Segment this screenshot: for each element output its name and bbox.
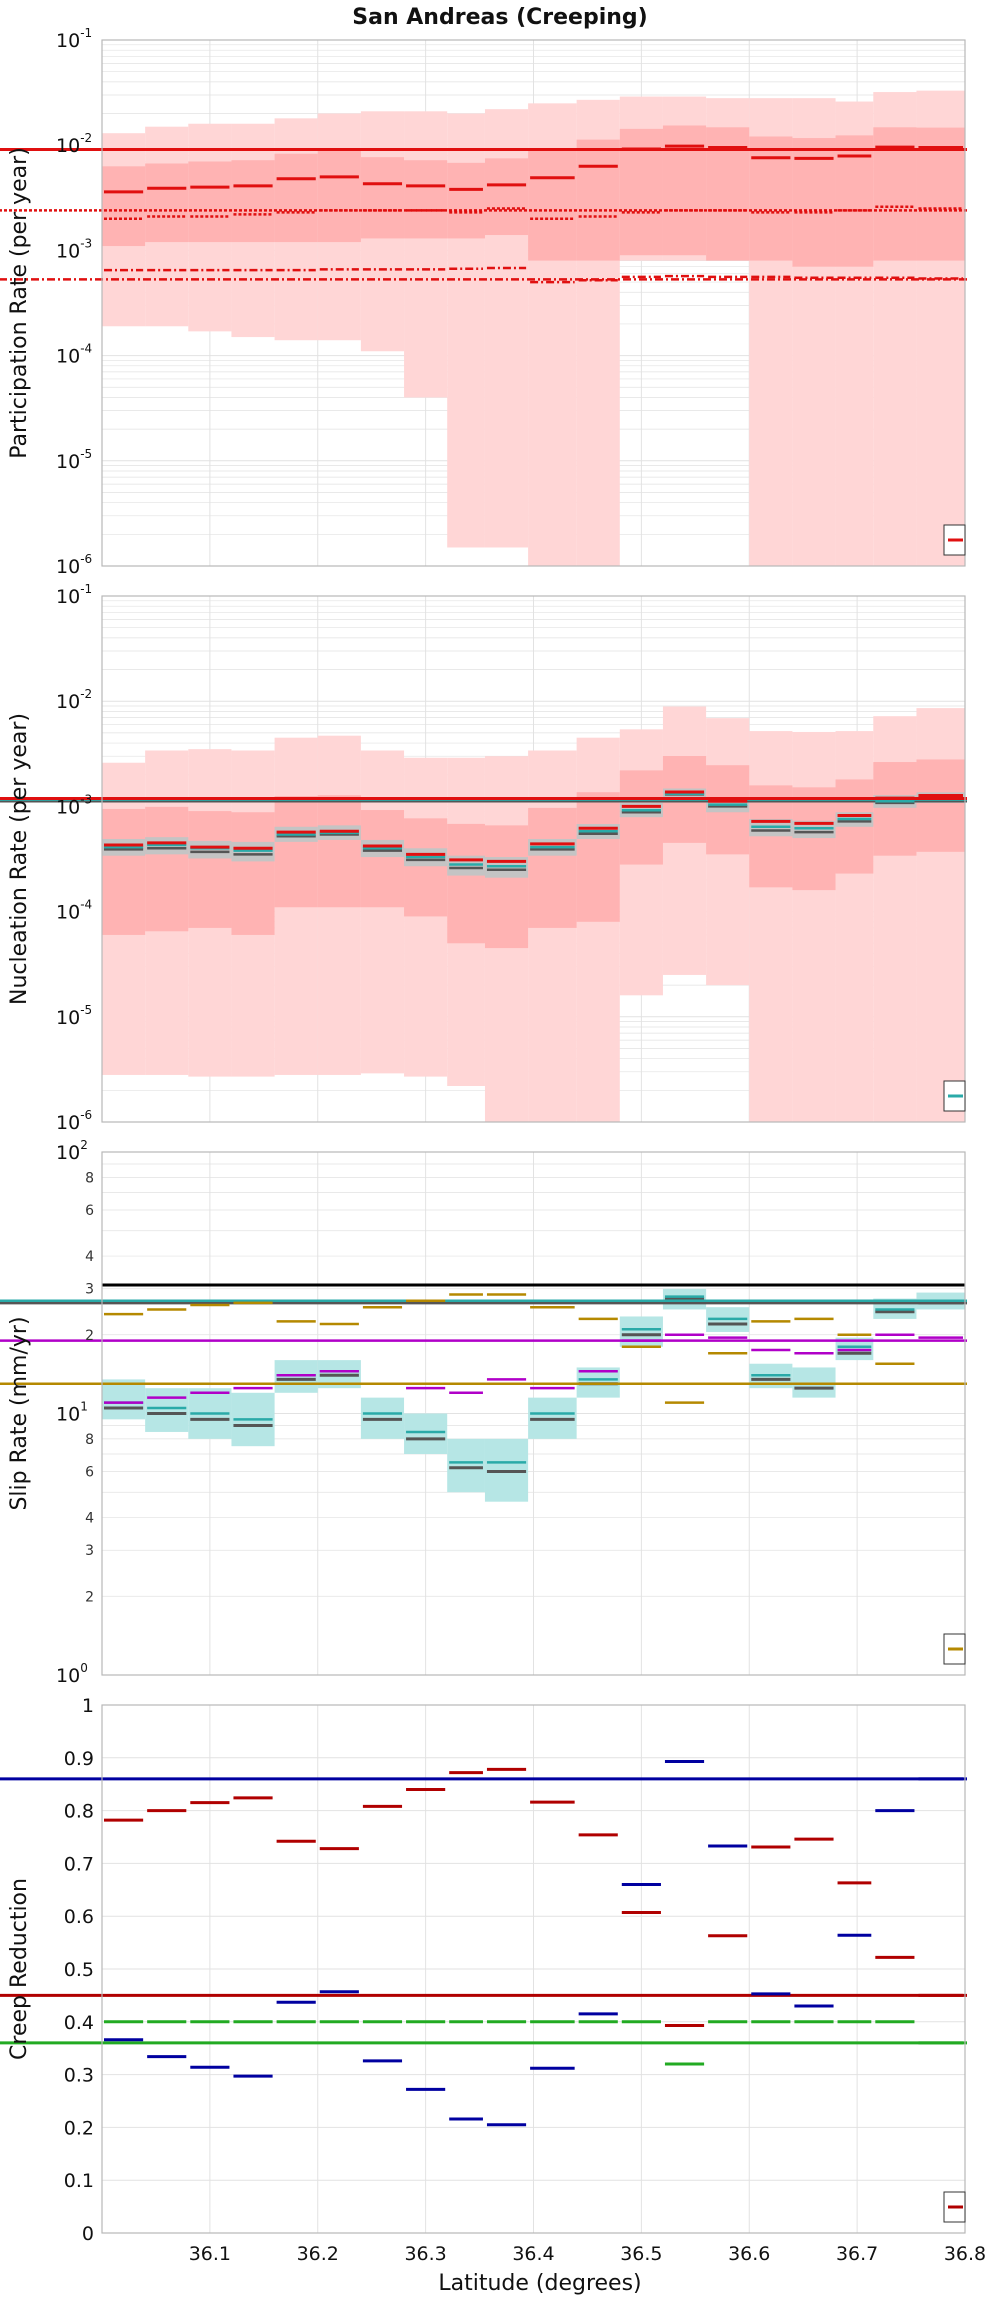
min-max-band bbox=[528, 750, 577, 1122]
panel-3: 100 101 102 2 3 4 6 8 2 3 4 6 8 Slip Rate (mm/yr) bbox=[0, 1138, 967, 1687]
axes-frame bbox=[101, 1704, 966, 2234]
y-tick-label: 0 bbox=[82, 2223, 94, 2245]
y-tick-label: 10-2 bbox=[56, 131, 92, 157]
teal-spread-band bbox=[619, 1316, 663, 1347]
y-minor-tick-label: 6 bbox=[85, 1203, 94, 1219]
confidence-band bbox=[317, 795, 361, 908]
confidence-band bbox=[576, 792, 620, 922]
confidence-band bbox=[404, 818, 448, 917]
confidence-band bbox=[447, 823, 485, 944]
teal-spread-band bbox=[404, 1413, 448, 1455]
y-tick-label: 101 bbox=[56, 1400, 88, 1426]
axes-frame bbox=[101, 1151, 966, 1676]
y-minor-tick-label: 2 bbox=[85, 1589, 94, 1605]
confidence-band bbox=[274, 153, 318, 243]
y-tick-label: 0.9 bbox=[64, 1748, 94, 1770]
x-tick-label: 36.2 bbox=[297, 2243, 339, 2265]
y-tick-label: 0.3 bbox=[64, 2065, 94, 2087]
y-tick-label: 100 bbox=[56, 1661, 88, 1687]
min-max-band bbox=[404, 111, 448, 398]
y-tick-label: 10-4 bbox=[56, 898, 92, 924]
confidence-band bbox=[749, 136, 793, 261]
axes-frame bbox=[101, 595, 966, 1123]
y-tick-label: 10-4 bbox=[56, 342, 92, 368]
y-tick-label: 0.2 bbox=[64, 2117, 94, 2139]
confidence-band bbox=[576, 139, 620, 261]
confidence-band bbox=[873, 762, 917, 856]
y-minor-tick-label: 8 bbox=[85, 1170, 94, 1186]
gray-spread-band bbox=[188, 840, 232, 859]
teal-spread-band bbox=[102, 1379, 146, 1420]
y-tick-label: 10-2 bbox=[56, 687, 92, 713]
confidence-band bbox=[231, 812, 275, 935]
x-tick-label: 36.8 bbox=[944, 2243, 986, 2265]
x-tick-label: 36.5 bbox=[620, 2243, 662, 2265]
y-minor-tick-label: 8 bbox=[85, 1432, 94, 1448]
confidence-band bbox=[102, 166, 146, 247]
confidence-band bbox=[916, 759, 965, 852]
y-tick-label: 10-1 bbox=[56, 582, 92, 608]
confidence-band bbox=[102, 808, 146, 935]
confidence-band bbox=[484, 825, 529, 949]
y-tick-label: 1 bbox=[82, 1695, 94, 1717]
x-tick-label: 36.1 bbox=[189, 2243, 231, 2265]
confidence-band bbox=[145, 163, 189, 243]
teal-spread-band bbox=[145, 1388, 189, 1432]
y-axis-label: Nucleation Rate (per year) bbox=[7, 713, 32, 1005]
y-tick-label: 0.1 bbox=[64, 2170, 94, 2192]
y-tick-label: 10-6 bbox=[56, 552, 92, 578]
confidence-band bbox=[188, 161, 232, 243]
confidence-band bbox=[360, 810, 405, 908]
x-tick-label: 36.3 bbox=[404, 2243, 446, 2265]
y-minor-tick-label: 4 bbox=[85, 1249, 94, 1265]
figure-title: San Andreas (Creeping) bbox=[352, 5, 647, 30]
panel-2: 10-6 10-5 10-4 10-3 10-2 10-1 Nucleation Rate … bbox=[0, 582, 967, 1134]
confidence-band bbox=[792, 787, 836, 891]
y-tick-label: 10-5 bbox=[56, 447, 92, 473]
y-minor-tick-label: 4 bbox=[85, 1511, 94, 1527]
y-tick-label: 10-3 bbox=[56, 792, 92, 818]
y-tick-label: 10-6 bbox=[56, 1108, 92, 1134]
y-axis-label: Slip Rate (mm/yr) bbox=[7, 1316, 32, 1510]
y-minor-tick-label: 3 bbox=[85, 1543, 94, 1559]
confidence-band bbox=[528, 150, 577, 261]
min-max-band bbox=[360, 750, 405, 1074]
confidence-band bbox=[145, 806, 189, 932]
y-axis-label: Creep Reduction bbox=[7, 1878, 32, 2060]
y-minor-tick-label: 3 bbox=[85, 1282, 94, 1298]
axes-frame bbox=[101, 39, 966, 567]
y-tick-label: 0.4 bbox=[64, 2012, 94, 2034]
y-minor-tick-label: 2 bbox=[85, 1328, 94, 1344]
confidence-band bbox=[188, 811, 232, 928]
confidence-band bbox=[231, 160, 275, 243]
min-max-band bbox=[404, 757, 448, 1077]
teal-spread-band bbox=[447, 1438, 485, 1493]
confidence-band bbox=[619, 770, 663, 865]
y-tick-label: 0.8 bbox=[64, 1801, 94, 1823]
y-minor-tick-label: 6 bbox=[85, 1465, 94, 1481]
panel-1: 10-6 10-5 10-4 10-3 10-2 10-1 Participation Ra… bbox=[0, 26, 967, 578]
y-tick-label: 102 bbox=[56, 1138, 88, 1164]
x-tick-label: 36.7 bbox=[836, 2243, 878, 2265]
confidence-band bbox=[360, 157, 405, 239]
x-tick-label: 36.4 bbox=[512, 2243, 554, 2265]
y-tick-label: 10-5 bbox=[56, 1003, 92, 1029]
y-tick-label: 10-1 bbox=[56, 26, 92, 52]
confidence-band bbox=[528, 807, 577, 928]
y-axis-label: Participation Rate (per year) bbox=[7, 147, 32, 459]
x-tick-label: 36.6 bbox=[728, 2243, 770, 2265]
y-tick-label: 0.5 bbox=[64, 1959, 94, 1981]
panel-4: 0 0.1 0.2 0.3 0.4 0.5 0.6 0.7 0.8 0.9 1 Creep Reduc… bbox=[0, 1695, 967, 2245]
confidence-band bbox=[317, 151, 361, 243]
confidence-band bbox=[404, 160, 448, 239]
confidence-band bbox=[274, 796, 318, 908]
confidence-band bbox=[484, 158, 529, 236]
y-tick-label: 10-3 bbox=[56, 236, 92, 262]
y-tick-label: 0.7 bbox=[64, 1853, 94, 1875]
confidence-band bbox=[447, 162, 485, 239]
y-tick-label: 0.6 bbox=[64, 1906, 94, 1928]
x-axis-label: Latitude (degrees) bbox=[438, 2271, 641, 2296]
